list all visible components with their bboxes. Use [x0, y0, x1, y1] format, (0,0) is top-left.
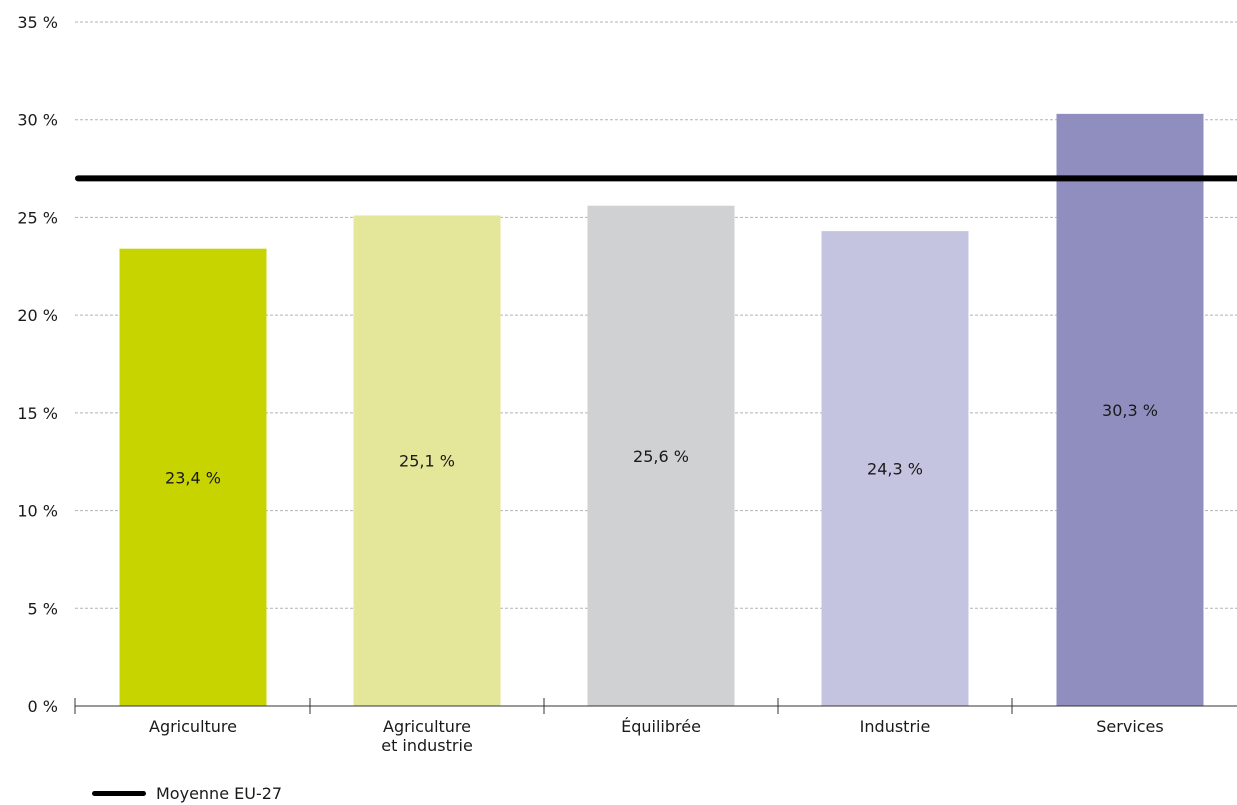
y-tick-label: 20 %: [17, 306, 58, 325]
x-category-label: Agriculture: [149, 717, 237, 736]
bar: [353, 215, 501, 706]
legend-line-swatch: [92, 790, 146, 796]
y-tick-label: 15 %: [17, 404, 58, 423]
bar-value-label: 23,4 %: [165, 468, 221, 487]
bar: [1056, 113, 1204, 706]
bar-value-labels: 23,4 % 25,1 % 25,6 % 24,3 % 30,3 %: [165, 401, 1158, 487]
x-category-label-line: et industrie: [381, 736, 473, 755]
y-tick-label: 5 %: [28, 599, 58, 618]
y-axis-tick-labels: 0 % 5 % 10 % 15 % 20 % 25 % 30 % 35 %: [17, 13, 58, 716]
bar-value-label: 25,1 %: [399, 452, 455, 471]
x-category-label: Services: [1096, 717, 1163, 736]
bar: [119, 248, 267, 706]
y-tick-label: 35 %: [17, 13, 58, 32]
y-tick-label: 10 %: [17, 502, 58, 521]
x-category-label: Équilibrée: [621, 717, 701, 736]
bars: [119, 113, 1204, 706]
x-category-label-line: Industrie: [860, 717, 931, 736]
x-category-label-line: Services: [1096, 717, 1163, 736]
x-axis-category-labels: Agriculture Agriculture et industrieÉquili…: [149, 717, 1164, 755]
legend-label: Moyenne EU-27: [156, 783, 283, 803]
bar-value-label: 30,3 %: [1102, 401, 1158, 420]
bar-value-label: 24,3 %: [867, 460, 923, 479]
bar-value-label: 25,6 %: [633, 447, 689, 466]
bar: [821, 231, 969, 706]
y-tick-label: 0 %: [28, 697, 58, 716]
x-category-label-line: Équilibrée: [621, 717, 701, 736]
y-tick-label: 25 %: [17, 208, 58, 227]
bar-chart: 0 % 5 % 10 % 15 % 20 % 25 % 30 % 35 % 23,4 % 25,…: [17, 13, 1237, 755]
x-category-label-line: Agriculture: [383, 717, 471, 736]
x-category-label-line: Agriculture: [149, 717, 237, 736]
y-tick-label: 30 %: [17, 111, 58, 130]
x-axis: [74, 698, 1237, 714]
x-category-label: Industrie: [860, 717, 931, 736]
bar: [587, 205, 735, 706]
legend: Moyenne EU-27: [92, 782, 282, 804]
x-category-label: Agriculture et industrie: [381, 717, 473, 755]
